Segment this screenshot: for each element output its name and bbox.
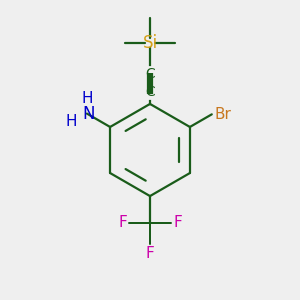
Text: Si: Si (142, 34, 158, 52)
Text: C: C (145, 67, 155, 81)
Text: Br: Br (214, 107, 231, 122)
Text: H: H (66, 113, 77, 128)
Text: H: H (81, 91, 93, 106)
Text: F: F (173, 215, 182, 230)
Text: C: C (145, 85, 155, 99)
Text: F: F (118, 215, 127, 230)
Text: F: F (146, 246, 154, 261)
Text: N: N (82, 105, 95, 123)
